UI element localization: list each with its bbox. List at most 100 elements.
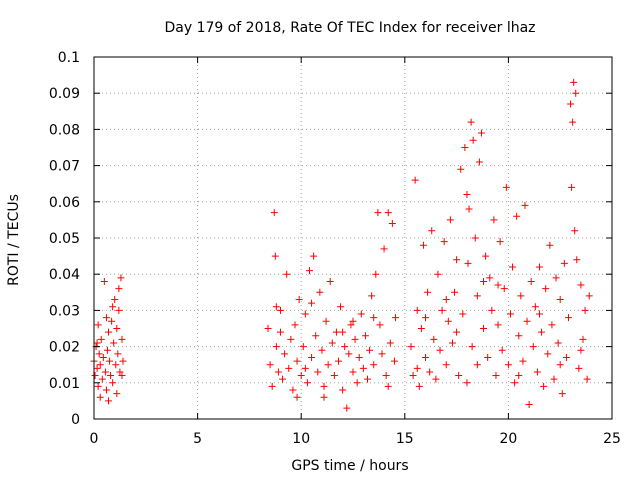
data-point bbox=[432, 375, 440, 383]
y-tick-label: 0.05 bbox=[49, 231, 80, 247]
data-point bbox=[384, 209, 392, 217]
data-point bbox=[326, 277, 334, 285]
data-point bbox=[353, 379, 361, 387]
data-point bbox=[434, 270, 442, 278]
data-point bbox=[556, 296, 564, 304]
data-point bbox=[515, 332, 523, 340]
data-point bbox=[117, 274, 125, 282]
data-point bbox=[366, 346, 374, 354]
data-point bbox=[417, 325, 425, 332]
data-point bbox=[380, 245, 388, 253]
data-point bbox=[97, 335, 105, 343]
data-point bbox=[484, 353, 492, 361]
data-point bbox=[108, 317, 116, 325]
data-point bbox=[111, 296, 119, 304]
data-point bbox=[268, 382, 276, 390]
data-point bbox=[436, 346, 444, 354]
data-point bbox=[332, 328, 340, 336]
data-point bbox=[461, 144, 469, 151]
data-point bbox=[119, 357, 127, 365]
data-point bbox=[548, 321, 556, 329]
data-point bbox=[542, 285, 550, 293]
data-point bbox=[581, 306, 589, 314]
data-point bbox=[314, 368, 322, 376]
data-point bbox=[415, 382, 423, 390]
data-point bbox=[473, 292, 481, 300]
data-point bbox=[295, 296, 303, 304]
data-point bbox=[105, 328, 113, 336]
data-point bbox=[113, 325, 121, 332]
data-point bbox=[115, 285, 123, 293]
data-point bbox=[102, 386, 110, 394]
data-point bbox=[94, 321, 102, 329]
data-point bbox=[480, 277, 488, 285]
data-point bbox=[100, 277, 108, 285]
data-point bbox=[426, 368, 434, 376]
data-point bbox=[525, 401, 533, 409]
data-point bbox=[453, 328, 461, 336]
data-point bbox=[279, 375, 287, 383]
data-point bbox=[442, 296, 450, 304]
data-point bbox=[554, 339, 562, 347]
data-point bbox=[299, 343, 307, 351]
data-point bbox=[345, 350, 353, 358]
data-point bbox=[407, 343, 415, 351]
data-point bbox=[568, 183, 576, 191]
data-point bbox=[109, 303, 117, 311]
data-point bbox=[529, 343, 537, 351]
data-point bbox=[496, 238, 504, 246]
data-point bbox=[475, 158, 483, 166]
data-point bbox=[349, 368, 357, 376]
data-point bbox=[575, 364, 583, 372]
data-point bbox=[343, 404, 351, 412]
data-point bbox=[492, 372, 500, 380]
data-point bbox=[428, 227, 436, 235]
data-point bbox=[413, 364, 421, 372]
data-point bbox=[112, 361, 120, 369]
data-point bbox=[560, 259, 568, 267]
data-point bbox=[98, 375, 106, 383]
data-point bbox=[498, 346, 506, 354]
data-point bbox=[577, 281, 585, 289]
data-point bbox=[266, 361, 274, 369]
data-point bbox=[523, 317, 531, 325]
data-point bbox=[585, 292, 593, 300]
data-point bbox=[116, 368, 124, 376]
data-point bbox=[103, 346, 111, 354]
data-point bbox=[468, 343, 476, 351]
data-point bbox=[583, 375, 591, 383]
data-point bbox=[409, 372, 417, 380]
data-point bbox=[91, 372, 99, 380]
x-tick-label: 5 bbox=[193, 431, 202, 447]
data-point bbox=[359, 364, 367, 372]
data-point bbox=[504, 361, 512, 369]
data-point bbox=[320, 393, 328, 401]
grid bbox=[94, 57, 612, 419]
data-point bbox=[109, 379, 117, 387]
y-tick-label: 0.04 bbox=[49, 267, 80, 283]
data-point bbox=[378, 350, 386, 358]
data-point bbox=[310, 252, 318, 260]
data-point bbox=[96, 393, 104, 401]
data-point bbox=[422, 353, 430, 361]
data-point bbox=[535, 310, 543, 318]
data-point bbox=[370, 314, 378, 322]
data-point bbox=[118, 372, 126, 380]
data-point bbox=[482, 252, 490, 260]
data-point bbox=[270, 209, 278, 217]
data-point bbox=[287, 335, 295, 343]
data-point bbox=[519, 357, 527, 365]
data-point bbox=[442, 361, 450, 369]
data-point bbox=[502, 183, 510, 191]
data-point bbox=[324, 361, 332, 369]
data-point bbox=[473, 361, 481, 369]
data-point bbox=[376, 321, 384, 329]
data-point bbox=[274, 368, 282, 376]
data-point bbox=[457, 165, 465, 173]
data-point bbox=[388, 220, 396, 228]
data-point bbox=[281, 350, 289, 358]
data-point bbox=[500, 285, 508, 293]
x-tick-label: 25 bbox=[603, 431, 621, 447]
data-point bbox=[546, 241, 554, 249]
